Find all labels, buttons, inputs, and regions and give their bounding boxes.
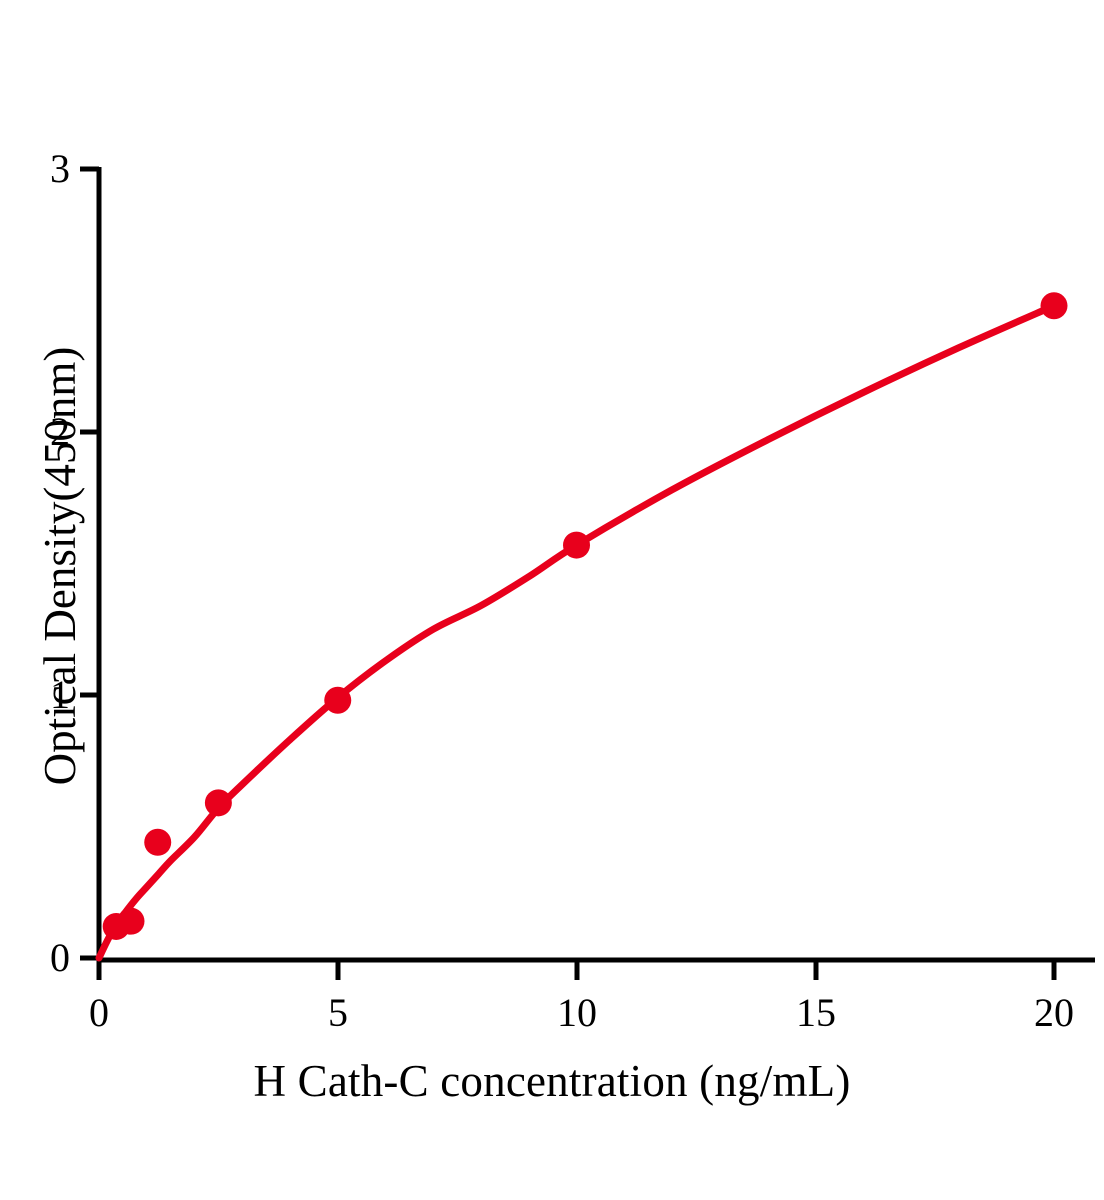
x-tick-label-15: 15 <box>796 990 836 1035</box>
x-axis-ticks <box>96 960 1057 980</box>
data-point <box>324 686 352 714</box>
y-axis-title: Optical Density(450nm) <box>35 346 85 786</box>
y-tick-label-3: 3 <box>50 146 70 191</box>
y-tick-label-1: 1 <box>50 672 70 717</box>
x-tick-label-0: 0 <box>89 990 109 1035</box>
data-point <box>117 907 145 935</box>
data-point <box>144 828 172 856</box>
x-tick-label-5: 5 <box>328 990 348 1035</box>
data-point <box>204 789 232 817</box>
x-tick-label-20: 20 <box>1034 990 1074 1035</box>
x-tick-label-10: 10 <box>557 990 597 1035</box>
data-point <box>1040 292 1068 320</box>
fit-curve <box>95 302 1058 962</box>
y-tick-label-2: 2 <box>50 409 70 454</box>
y-tick-label-0: 0 <box>50 935 70 980</box>
data-point <box>563 531 590 559</box>
x-axis-title: H Cath-C concentration (ng/mL) <box>253 1056 851 1106</box>
data-point-group <box>102 292 1068 940</box>
